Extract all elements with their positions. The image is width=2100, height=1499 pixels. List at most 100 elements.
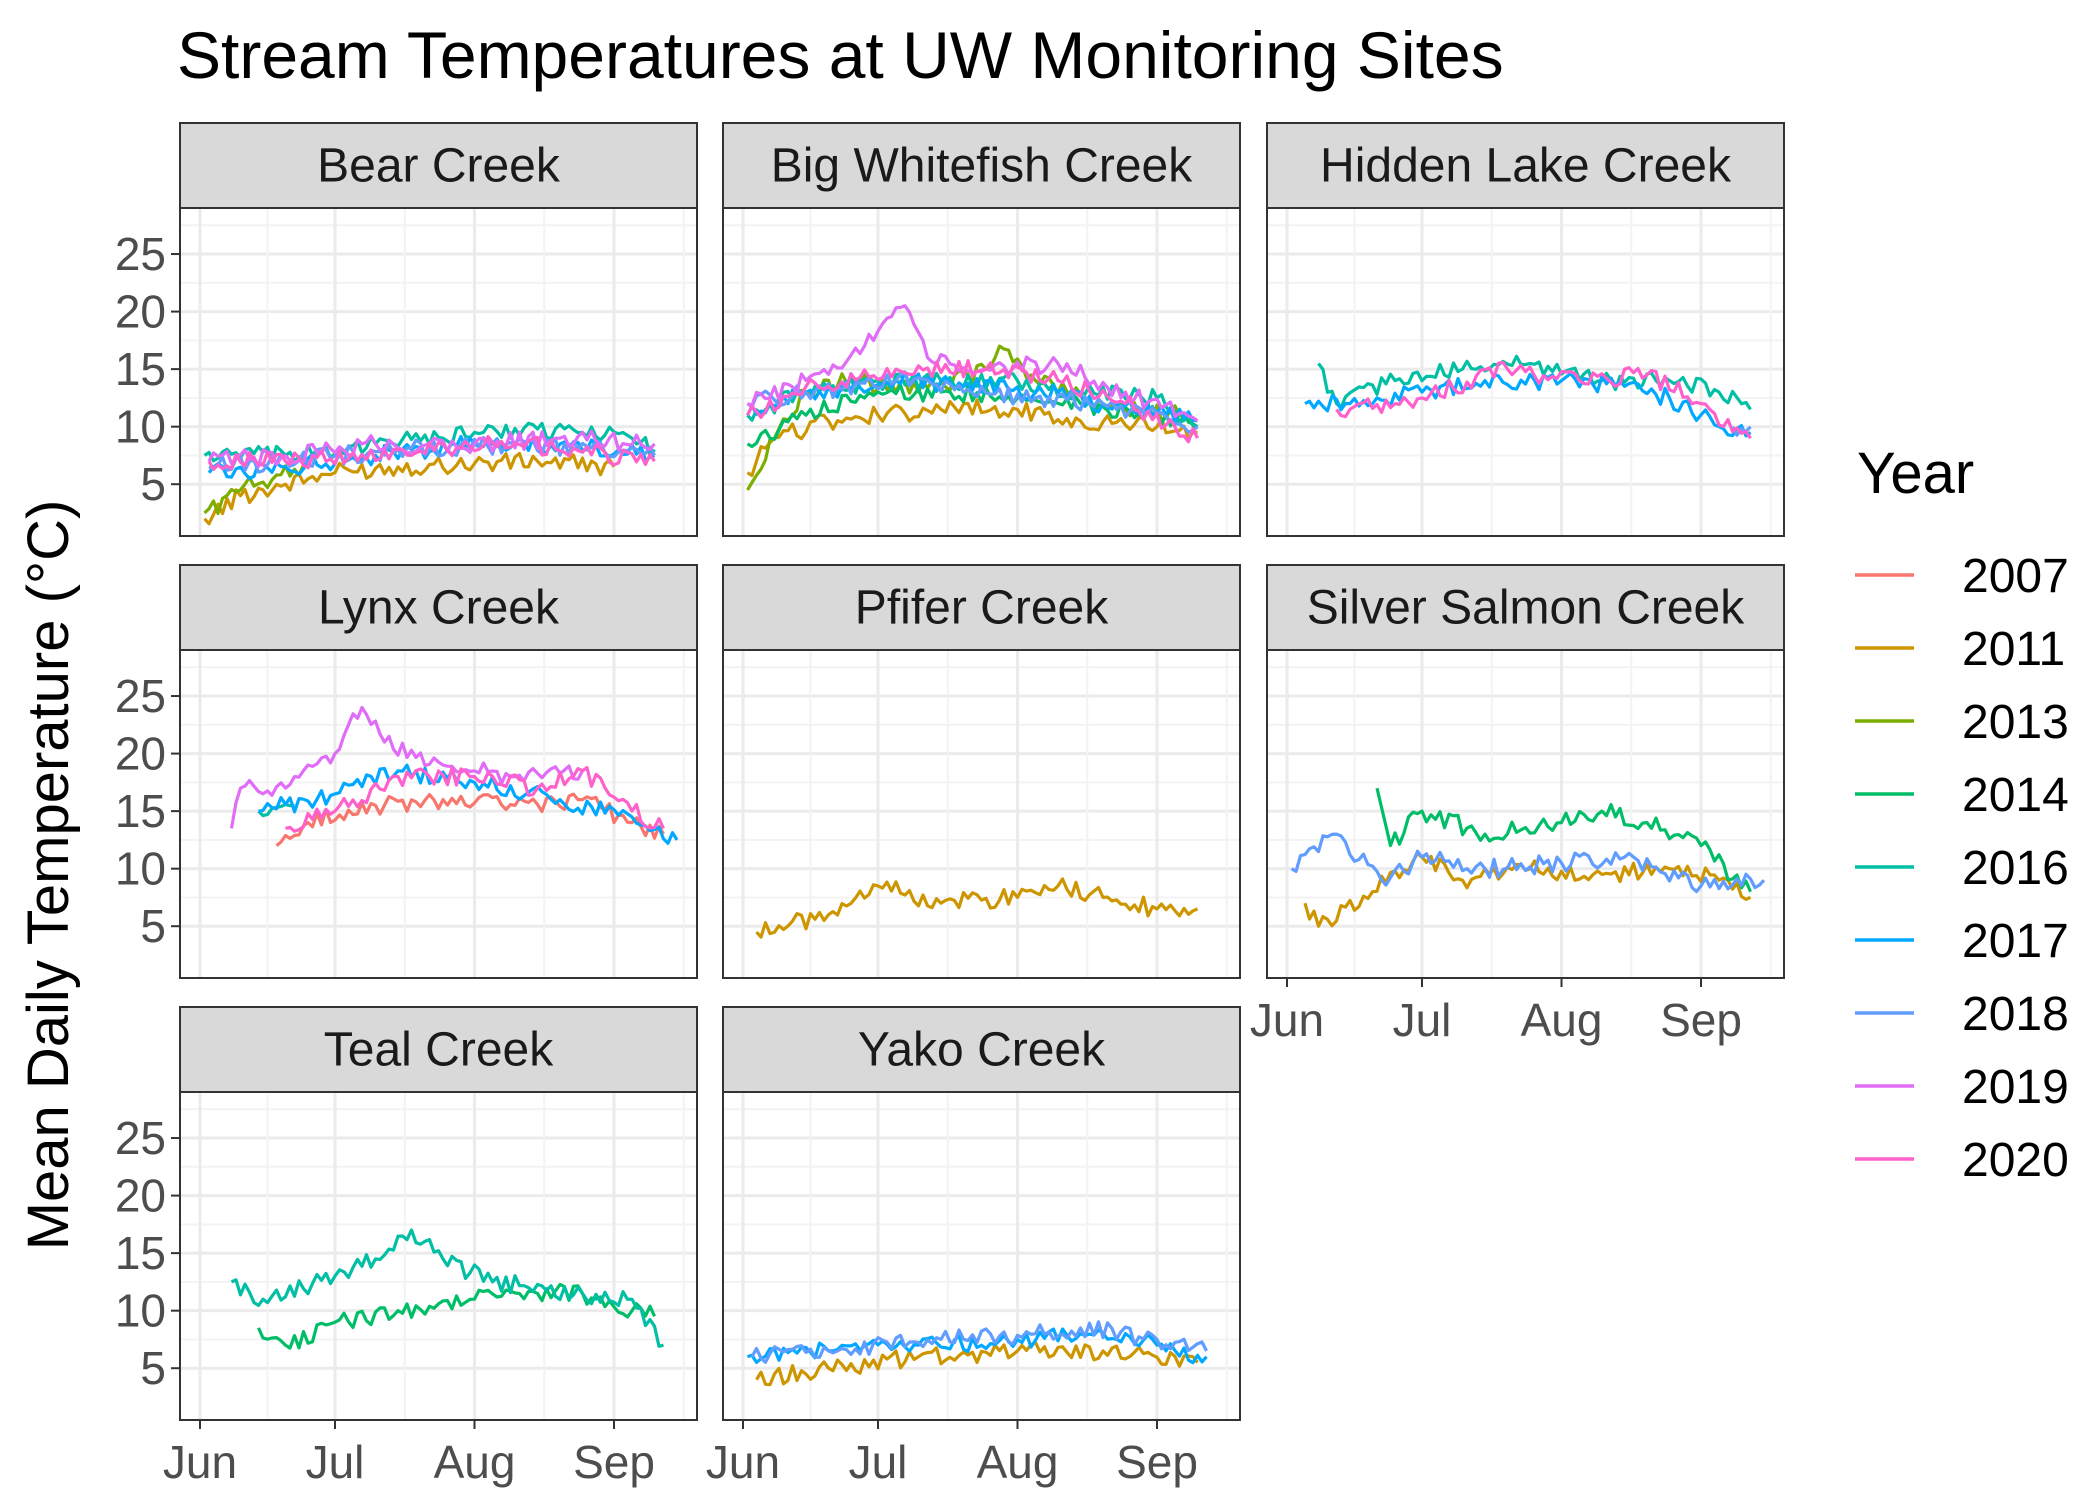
panel-border-silver-salmon-creek (1266, 649, 1785, 979)
panel-border-pfifer-creek (722, 649, 1241, 979)
y-tick-label: 5 (140, 1342, 166, 1394)
strip-bear-creek (179, 122, 698, 209)
legend-item-2014: 2014 (1855, 769, 2069, 822)
y-tick-label: 20 (115, 728, 166, 780)
panel-yako-creek: Yako Creek Jun Jul Aug Sep (706, 1006, 1241, 1488)
legend-label-2016: 2016 (1962, 842, 2069, 895)
strip-label-big-whitefish-creek: Big Whitefish Creek (771, 140, 1193, 193)
series-line-bear-creek-2013 (203, 463, 309, 516)
strip-teal-creek (179, 1006, 698, 1093)
panel-border-lynx-creek (179, 649, 698, 979)
panel-pfifer-creek: Pfifer Creek (722, 564, 1241, 979)
x-tick-label: Sep (1116, 1436, 1198, 1488)
panel-bg-teal-creek (180, 1092, 697, 1420)
strip-hidden-lake-creek (1266, 122, 1785, 209)
x-tick-label: Jul (306, 1436, 365, 1488)
strip-big-whitefish-creek (722, 122, 1241, 209)
y-tick-label: 15 (115, 785, 166, 837)
series-line-hidden-lake-creek-2020 (1335, 360, 1752, 440)
series-line-lynx-creek-2020 (285, 766, 665, 833)
legend-item-2018: 2018 (1855, 988, 2069, 1041)
legend-item-2016: 2016 (1855, 842, 2069, 895)
y-tick-label: 5 (140, 900, 166, 952)
strip-lynx-creek (179, 564, 698, 651)
legend-item-2013: 2013 (1855, 696, 2069, 749)
panel-border-big-whitefish-creek (722, 207, 1241, 537)
x-tick-label: Sep (573, 1436, 655, 1488)
panel-silver-salmon-creek: Silver Salmon Creek Jun Jul Aug Sep (1250, 564, 1785, 1046)
x-tick-label: Aug (977, 1436, 1059, 1488)
legend-item-2011: 2011 (1855, 623, 2065, 676)
series-line-big-whitefish-creek-2014 (746, 382, 1199, 449)
legend-item-2017: 2017 (1855, 915, 2069, 968)
grid-lynx-creek (180, 650, 697, 978)
strip-yako-creek (722, 1006, 1241, 1093)
series-line-silver-salmon-creek-2018 (1290, 832, 1766, 894)
series-line-hidden-lake-creek-2018 (1731, 425, 1752, 437)
series-line-bear-creek-2020 (207, 434, 656, 471)
series-line-lynx-creek-2017 (258, 763, 679, 845)
strip-label-yako-creek: Yako Creek (858, 1024, 1106, 1077)
series-line-hidden-lake-creek-2017 (1304, 372, 1752, 438)
y-tick-label: 5 (140, 458, 166, 510)
y-tick-label: 20 (115, 286, 166, 338)
legend-label-2014: 2014 (1962, 769, 2069, 822)
legend: Year 2007 2011 2013 2014 2016 2017 2018 2019 2020 (1855, 441, 2069, 1187)
y-tick-label: 25 (115, 670, 166, 722)
chart-title: Stream Temperatures at UW Monitoring Sit… (177, 18, 1504, 92)
y-tick-label: 25 (115, 228, 166, 280)
strip-label-lynx-creek: Lynx Creek (318, 582, 560, 635)
y-tick-label: 10 (115, 1285, 166, 1337)
strip-label-silver-salmon-creek: Silver Salmon Creek (1307, 582, 1745, 635)
strip-label-hidden-lake-creek: Hidden Lake Creek (1320, 140, 1732, 193)
y-tick-label: 20 (115, 1170, 166, 1222)
legend-label-2007: 2007 (1962, 550, 2069, 603)
y-tick-label: 25 (115, 1112, 166, 1164)
legend-item-2019: 2019 (1855, 1061, 2069, 1114)
panel-bg-pfifer-creek (723, 650, 1240, 978)
x-tick-label: Aug (1521, 994, 1603, 1046)
series-line-big-whitefish-creek-2020 (746, 359, 1199, 444)
legend-item-2020: 2020 (1855, 1134, 2069, 1187)
series-line-big-whitefish-creek-2011 (746, 398, 1198, 478)
strip-label-pfifer-creek: Pfifer Creek (855, 582, 1109, 635)
series-line-silver-salmon-creek-2014 (1375, 787, 1752, 893)
grid-pfifer-creek (723, 650, 1240, 978)
panel-border-hidden-lake-creek (1266, 207, 1785, 537)
x-tick-label: Jun (1250, 994, 1324, 1046)
x-tick-label: Jul (849, 1436, 908, 1488)
legend-label-2019: 2019 (1962, 1061, 2069, 1114)
panel-bg-yako-creek (723, 1092, 1240, 1420)
x-tick-label: Aug (434, 1436, 516, 1488)
x-tick-label: Jul (1393, 994, 1452, 1046)
x-tick-label: Jun (706, 1436, 780, 1488)
y-axis-title: Mean Daily Temperature (°C) (16, 500, 81, 1251)
panel-border-bear-creek (179, 207, 698, 537)
y-tick-label: 15 (115, 343, 166, 395)
series-line-big-whitefish-creek-2016 (746, 371, 1198, 429)
panel-border-teal-creek (179, 1091, 698, 1421)
series-line-yako-creek-2018 (750, 1320, 1208, 1364)
legend-title: Year (1857, 441, 1974, 506)
panel-bg-bear-creek (180, 208, 697, 536)
y-tick-label: 10 (115, 401, 166, 453)
legend-label-2020: 2020 (1962, 1134, 2069, 1187)
legend-label-2013: 2013 (1962, 696, 2069, 749)
y-tick-label: 15 (115, 1227, 166, 1279)
grid-silver-salmon-creek (1267, 650, 1784, 978)
panel-bg-silver-salmon-creek (1267, 650, 1784, 978)
legend-label-2017: 2017 (1962, 915, 2069, 968)
series-line-bear-creek-2011 (203, 451, 616, 526)
x-tick-label: Sep (1660, 994, 1742, 1046)
series-line-yako-creek-2011 (755, 1341, 1199, 1387)
panel-hidden-lake-creek: Hidden Lake Creek (1266, 122, 1785, 537)
series-line-pfifer-creek-2011 (755, 877, 1199, 939)
strip-label-teal-creek: Teal Creek (324, 1024, 554, 1077)
legend-label-2011: 2011 (1962, 623, 2065, 676)
panel-big-whitefish-creek: Big Whitefish Creek (722, 122, 1241, 537)
